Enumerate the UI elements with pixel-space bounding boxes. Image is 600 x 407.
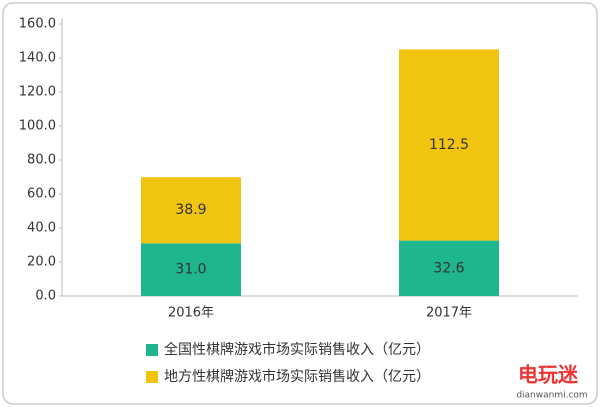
watermark-site: dianwanmi.com [516, 391, 587, 401]
data-label: 112.5 [429, 137, 469, 153]
y-tick-label: 120.0 [19, 85, 56, 100]
legend-swatch [146, 371, 158, 383]
y-tick-label: 40.0 [27, 221, 56, 236]
legend-swatch [146, 344, 158, 356]
y-tick-label: 100.0 [19, 119, 56, 134]
legend-label: 全国性棋牌游戏市场实际销售收入（亿元） [164, 341, 430, 358]
y-tick-label: 160.0 [19, 17, 56, 32]
y-tick-label: 20.0 [27, 255, 56, 270]
legend-label: 地方性棋牌游戏市场实际销售收入（亿元） [164, 368, 430, 385]
y-tick-label: 80.0 [27, 153, 56, 168]
bar-segment [399, 49, 499, 241]
data-label: 32.6 [433, 260, 464, 276]
data-label: 31.0 [175, 262, 206, 278]
y-tick-label: 140.0 [19, 51, 56, 66]
x-tick-label: 2017年 [426, 306, 472, 321]
data-label: 38.9 [175, 202, 206, 218]
y-tick-label: 0.0 [35, 289, 56, 304]
watermark-logo: 电玩迷 [518, 363, 579, 387]
x-tick-label: 2016年 [168, 306, 214, 321]
bar-segment [399, 240, 499, 296]
y-tick-label: 60.0 [27, 187, 56, 202]
bar-segment [141, 177, 241, 244]
bar-segment [141, 243, 241, 296]
